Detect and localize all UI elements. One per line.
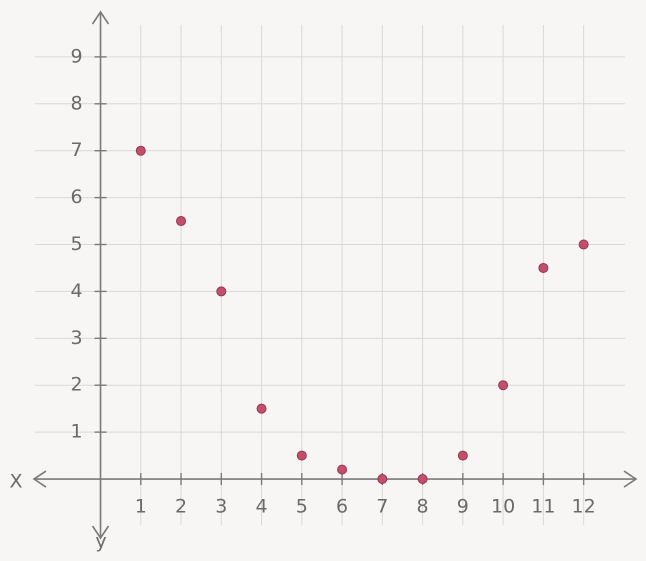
point bbox=[457, 450, 468, 461]
arrow bbox=[91, 525, 110, 540]
point bbox=[417, 474, 428, 485]
point bbox=[176, 216, 187, 227]
y-tick-label: 7 bbox=[70, 139, 82, 161]
x-tick-label: 11 bbox=[531, 496, 555, 518]
arrow bbox=[623, 470, 638, 488]
y-tick-label: 4 bbox=[70, 280, 82, 302]
x-tick-label: 7 bbox=[376, 496, 388, 518]
x-tick-label: 12 bbox=[572, 496, 596, 518]
arrow bbox=[91, 10, 110, 25]
point bbox=[216, 286, 227, 297]
axes bbox=[32, 10, 638, 540]
point bbox=[256, 403, 267, 414]
y-tick-label: 8 bbox=[70, 92, 82, 114]
x-tick-label: 8 bbox=[417, 496, 429, 518]
point bbox=[377, 474, 388, 485]
y-tick-label: 5 bbox=[70, 233, 82, 255]
y-tick-label: 2 bbox=[70, 374, 82, 396]
x-tick-label: 10 bbox=[491, 496, 515, 518]
point bbox=[578, 239, 589, 250]
y-tick-label: 9 bbox=[70, 45, 82, 67]
x-tick-label: 5 bbox=[296, 496, 308, 518]
x-axis-label: X bbox=[9, 471, 22, 493]
y-tick-label: 3 bbox=[70, 327, 82, 349]
arrow bbox=[32, 470, 47, 488]
x-tick-label: 6 bbox=[336, 496, 348, 518]
x-tick-label: 4 bbox=[256, 496, 268, 518]
point bbox=[296, 450, 307, 461]
x-tick-label: 2 bbox=[175, 496, 187, 518]
x-tick-label: 1 bbox=[135, 496, 147, 518]
point bbox=[538, 262, 549, 273]
x-tick-label: 3 bbox=[215, 496, 227, 518]
grid bbox=[35, 25, 625, 525]
point bbox=[135, 145, 146, 156]
y-axis-label: y bbox=[95, 531, 106, 553]
y-tick-label: 1 bbox=[70, 421, 82, 443]
x-tick-label: 9 bbox=[457, 496, 469, 518]
point bbox=[498, 380, 509, 391]
point bbox=[337, 464, 348, 475]
y-tick-label: 6 bbox=[70, 186, 82, 208]
